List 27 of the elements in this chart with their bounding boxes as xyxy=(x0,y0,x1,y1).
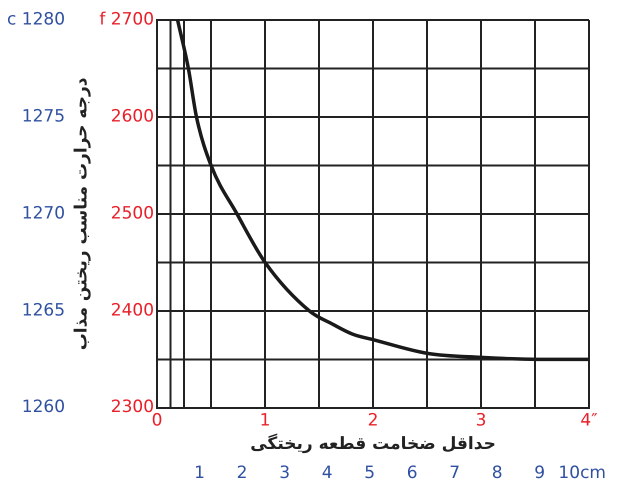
y2-tick-label: 1260 xyxy=(22,397,66,418)
x-tick-label: 3 xyxy=(476,410,486,430)
x2-tick-label: 3 xyxy=(279,463,290,484)
y2-tick-label: 1265 xyxy=(22,300,66,320)
y-tick-label: 2500 xyxy=(110,203,154,224)
x2-tick-label: 2 xyxy=(236,463,248,484)
x2-tick-label: 4 xyxy=(322,463,333,484)
x2-tick-label: 6 xyxy=(406,463,418,484)
y-axis-title: درجه حرارت مناسب ریختن مذاب xyxy=(72,77,92,350)
x-tick-label: 0 xyxy=(152,410,162,430)
x2-tick-label: 7 xyxy=(449,463,460,484)
y2-tick-label: 1270 xyxy=(22,203,66,224)
x2-tick-label: 10cm xyxy=(558,463,606,484)
y2-tick-label: 1275 xyxy=(22,106,66,126)
y-tick-label: 2300 xyxy=(110,397,154,418)
x2-tick-label: 8 xyxy=(492,463,503,484)
x2-tick-label: 1 xyxy=(194,463,205,484)
y-tick-label: f 2700 xyxy=(99,9,154,30)
x-tick-label: 4″ xyxy=(580,410,598,430)
x-axis-title: حداقل ضخامت قطعه ریختگی xyxy=(250,432,496,454)
y-tick-label: 2400 xyxy=(110,300,154,320)
y2-tick-label: c 1280 xyxy=(7,9,66,30)
x2-tick-label: 9 xyxy=(534,463,546,484)
x-tick-label: 1 xyxy=(260,410,270,430)
x-tick-label: 2 xyxy=(368,410,378,430)
x2-tick-label: 5 xyxy=(364,463,376,484)
y-tick-label: 2600 xyxy=(110,106,154,126)
